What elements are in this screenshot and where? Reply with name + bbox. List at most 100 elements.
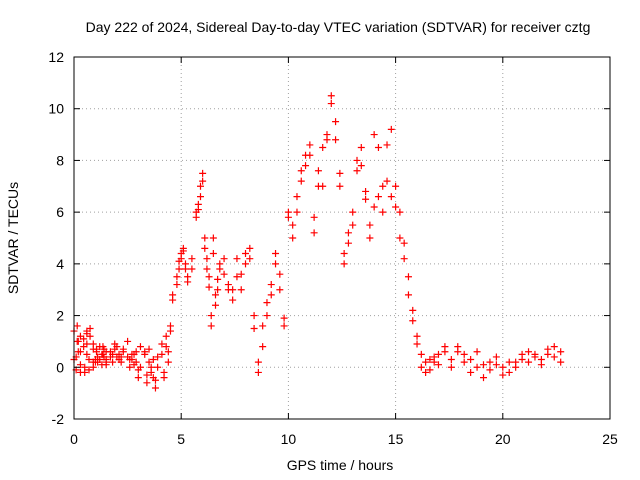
data-point — [203, 255, 211, 263]
data-point — [209, 250, 217, 258]
data-point — [233, 273, 241, 281]
data-point — [340, 250, 348, 258]
data-point — [83, 340, 91, 348]
data-point — [214, 286, 222, 294]
data-point — [259, 322, 267, 330]
data-point — [246, 244, 254, 252]
data-point — [413, 340, 421, 348]
data-point — [81, 368, 89, 376]
data-point — [505, 358, 513, 366]
data-point — [166, 327, 174, 335]
data-point — [293, 193, 301, 201]
data-point — [76, 361, 84, 369]
data-point — [531, 353, 539, 361]
data-point — [499, 363, 507, 371]
data-point — [314, 167, 322, 175]
data-point — [422, 358, 430, 366]
data-point — [426, 356, 434, 364]
data-point — [254, 358, 262, 366]
data-point — [434, 350, 442, 358]
data-point — [550, 343, 558, 351]
data-point — [387, 193, 395, 201]
plot-frame — [73, 56, 611, 420]
data-point — [147, 363, 155, 371]
data-point — [310, 213, 318, 221]
data-point — [263, 299, 271, 307]
data-point — [349, 208, 357, 216]
data-point — [216, 260, 224, 268]
data-point — [284, 213, 292, 221]
data-point — [336, 169, 344, 177]
data-point — [280, 314, 288, 322]
data-point — [505, 368, 513, 376]
data-point — [80, 335, 88, 343]
data-point — [158, 340, 166, 348]
data-point — [374, 144, 382, 151]
data-point — [332, 136, 340, 144]
data-point — [492, 361, 500, 369]
data-point — [164, 348, 172, 356]
data-point — [319, 144, 327, 151]
data-point — [212, 291, 220, 299]
data-point — [164, 358, 172, 366]
data-point — [196, 193, 204, 201]
data-point — [392, 182, 400, 190]
data-point — [74, 337, 82, 345]
data-point — [357, 162, 365, 170]
data-point — [374, 193, 382, 201]
data-point — [149, 356, 157, 364]
y-tick-label: 8 — [56, 152, 64, 168]
data-point — [492, 353, 500, 361]
y-tick-label: 6 — [56, 204, 64, 220]
data-point — [441, 343, 449, 351]
data-point — [207, 322, 215, 330]
data-point — [353, 167, 361, 175]
x-tick-label: 15 — [388, 431, 404, 447]
data-point — [100, 353, 108, 361]
data-point — [460, 350, 468, 358]
data-point — [417, 363, 425, 371]
data-point — [86, 332, 94, 340]
data-point — [154, 353, 162, 361]
data-point — [151, 376, 159, 384]
data-point — [280, 322, 288, 330]
data-point — [173, 273, 181, 281]
data-point — [254, 368, 262, 376]
data-point — [188, 255, 196, 263]
data-point — [430, 358, 438, 366]
data-point — [201, 234, 209, 242]
data-point — [486, 358, 494, 366]
data-point — [327, 100, 335, 108]
data-point — [143, 379, 151, 387]
data-point — [109, 358, 117, 366]
data-point — [537, 361, 545, 369]
chart-title: Day 222 of 2024, Sidereal Day-to-day VTE… — [86, 19, 591, 35]
data-point — [357, 144, 365, 151]
data-point — [413, 332, 421, 340]
data-point — [336, 182, 344, 190]
data-point — [512, 358, 520, 366]
data-point — [207, 312, 215, 320]
data-point — [143, 371, 151, 379]
data-point — [306, 151, 314, 159]
data-point — [229, 286, 237, 294]
data-point — [263, 312, 271, 320]
data-point — [272, 260, 280, 268]
data-point — [267, 291, 275, 299]
data-point — [86, 325, 94, 332]
y-tick-label: -2 — [52, 411, 65, 427]
data-point — [525, 358, 533, 366]
data-point — [233, 255, 241, 263]
data-point — [162, 343, 170, 351]
data-point — [557, 358, 565, 366]
data-point — [344, 229, 352, 237]
data-point — [396, 208, 404, 216]
data-point — [119, 345, 127, 353]
data-point — [417, 350, 425, 358]
x-axis-label: GPS time / hours — [287, 457, 394, 473]
data-point — [319, 182, 327, 190]
data-point — [473, 363, 481, 371]
data-point — [91, 358, 99, 366]
data-point — [276, 270, 284, 278]
